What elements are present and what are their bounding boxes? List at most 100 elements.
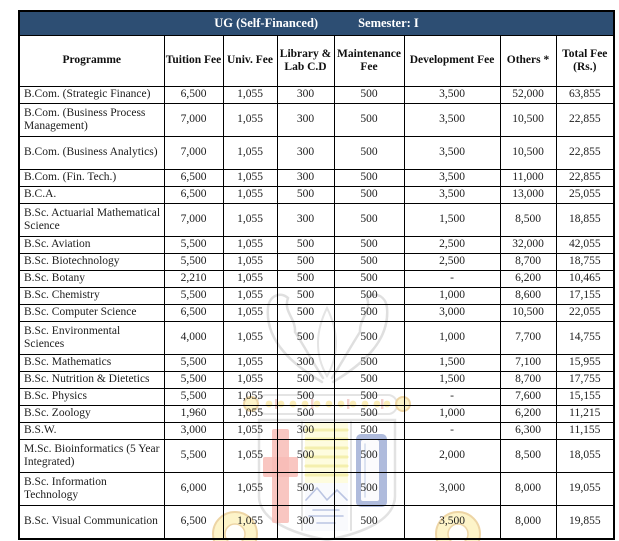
- fee-value-cell: 500: [333, 186, 405, 204]
- fee-value-cell: 2,210: [163, 270, 224, 288]
- fee-value-cell: 6,500: [163, 169, 224, 187]
- fee-value-cell: 5,500: [163, 354, 224, 372]
- table-row: M.Sc. Bioinformatics (5 Year Integrated)…: [18, 439, 615, 473]
- table-row: B.Com. (Business Analytics) 7,000 1,055 300…: [18, 136, 615, 170]
- programme-cell: B.Com. (Business Analytics): [18, 136, 165, 170]
- fee-value-cell: 3,000: [403, 472, 501, 506]
- fee-value-cell: 18,755: [555, 253, 615, 271]
- fee-value-cell: 1,055: [222, 270, 278, 288]
- fee-value-cell: 6,500: [163, 505, 224, 539]
- programme-cell: B.Com. (Business Process Management): [18, 103, 165, 137]
- fee-value-cell: 500: [276, 270, 335, 288]
- col-header-library-lab: Library & Lab C.D: [276, 35, 335, 87]
- fee-value-cell: 22,855: [555, 169, 615, 187]
- fee-value-cell: 3,500: [403, 505, 501, 539]
- fee-value-cell: 2,500: [403, 253, 501, 271]
- fee-value-cell: 500: [333, 236, 405, 254]
- fee-value-cell: 2,000: [403, 439, 501, 473]
- fee-value-cell: 15,155: [555, 388, 615, 406]
- table-header-row: Programme Tuition Fee Univ. Fee Library …: [18, 35, 615, 87]
- fee-value-cell: 5,500: [163, 236, 224, 254]
- program-type-label: UG (Self-Financed): [214, 16, 319, 30]
- fee-value-cell: 1,055: [222, 439, 278, 473]
- table-row: B.Sc. Actuarial Mathematical Science 7,00…: [18, 203, 615, 237]
- fee-value-cell: 500: [276, 253, 335, 271]
- fee-value-cell: 63,855: [555, 86, 615, 104]
- fee-value-cell: 1,055: [222, 203, 278, 237]
- fee-value-cell: 32,000: [499, 236, 557, 254]
- fee-value-cell: 7,000: [163, 203, 224, 237]
- table-row: B.Sc. Botany 2,210 1,055 500 500-6,200 10,465: [18, 270, 615, 288]
- col-header-others: Others *: [499, 35, 557, 87]
- fee-value-cell: 300: [276, 169, 335, 187]
- programme-cell: B.Sc. Environmental Sciences: [18, 321, 165, 355]
- programme-cell: B.Sc. Zoology: [18, 405, 165, 423]
- fee-value-cell: 500: [276, 405, 335, 423]
- fee-value-cell: 8,700: [499, 253, 557, 271]
- programme-cell: B.Sc. Actuarial Mathematical Science: [18, 203, 165, 237]
- fee-value-cell: 1,055: [222, 169, 278, 187]
- fee-value-cell: 10,465: [555, 270, 615, 288]
- fee-value-cell: 500: [333, 86, 405, 104]
- fee-value-cell: 5,500: [163, 253, 224, 271]
- programme-cell: B.Sc. Mathematics: [18, 354, 165, 372]
- table-row: B.Com. (Business Process Management) 7,00…: [18, 103, 615, 137]
- fee-value-cell: 500: [276, 236, 335, 254]
- fee-value-cell: 1,055: [222, 321, 278, 355]
- fee-value-cell: 1,055: [222, 136, 278, 170]
- semester-label: Semester: I: [358, 16, 419, 30]
- fee-value-cell: 5,500: [163, 439, 224, 473]
- fee-value-cell: 1,960: [163, 405, 224, 423]
- fee-value-cell: 1,500: [403, 203, 501, 237]
- fee-value-cell: 1,055: [222, 253, 278, 271]
- programme-cell: B.Sc. Computer Science: [18, 304, 165, 322]
- programme-cell: B.Sc. Physics: [18, 388, 165, 406]
- fee-value-cell: 500: [276, 321, 335, 355]
- table-row: B.Com. (Fin. Tech.) 6,500 1,055 300 500 3,500…: [18, 169, 615, 187]
- table-row: B.Sc. Aviation 5,500 1,055 500 500 2,500 32,00…: [18, 236, 615, 254]
- fee-value-cell: 500: [333, 422, 405, 440]
- fee-value-cell: 300: [276, 103, 335, 137]
- fee-value-cell: 500: [333, 321, 405, 355]
- fee-value-cell: 500: [276, 287, 335, 305]
- fee-value-cell: 1,055: [222, 186, 278, 204]
- fee-value-cell: 8,500: [499, 439, 557, 473]
- fee-value-cell: 6,200: [499, 405, 557, 423]
- col-header-maintenance: Maintenance Fee: [333, 35, 405, 87]
- fee-value-cell: 500: [333, 103, 405, 137]
- fee-value-cell: 7,600: [499, 388, 557, 406]
- fee-value-cell: 500: [333, 439, 405, 473]
- fee-value-cell: 6,500: [163, 304, 224, 322]
- fee-value-cell: 300: [276, 354, 335, 372]
- table-row: B.Sc. Biotechnology 5,500 1,055 500 500 2,500…: [18, 253, 615, 271]
- programme-cell: B.C.A.: [18, 186, 165, 204]
- fee-value-cell: 4,000: [163, 321, 224, 355]
- table-row: B.Sc. Visual Communication 6,500 1,055 300 5…: [18, 505, 615, 539]
- fee-value-cell: 1,055: [222, 103, 278, 137]
- fee-value-cell: 1,055: [222, 505, 278, 539]
- fee-value-cell: 6,200: [499, 270, 557, 288]
- fee-value-cell: 1,055: [222, 422, 278, 440]
- fee-value-cell: 52,000: [499, 86, 557, 104]
- programme-cell: B.Sc. Biotechnology: [18, 253, 165, 271]
- fee-value-cell: 7,000: [163, 103, 224, 137]
- fee-value-cell: 500: [333, 354, 405, 372]
- fee-value-cell: 500: [333, 136, 405, 170]
- fee-value-cell: 500: [333, 203, 405, 237]
- fee-value-cell: 8,700: [499, 371, 557, 389]
- fee-value-cell: 7,100: [499, 354, 557, 372]
- fee-value-cell: 11,155: [555, 422, 615, 440]
- col-header-development: Development Fee: [403, 35, 501, 87]
- fee-value-cell: 25,055: [555, 186, 615, 204]
- fee-value-cell: 1,055: [222, 304, 278, 322]
- col-header-programme: Programme: [18, 35, 165, 87]
- table-row: B.Sc. Information Technology 6,000 1,055 50…: [18, 472, 615, 506]
- fee-value-cell: 14,755: [555, 321, 615, 355]
- fee-value-cell: 500: [333, 169, 405, 187]
- fee-value-cell: 6,000: [163, 472, 224, 506]
- fee-value-cell: 500: [333, 270, 405, 288]
- fee-value-cell: 42,055: [555, 236, 615, 254]
- fee-value-cell: 3,500: [403, 136, 501, 170]
- fee-value-cell: 5,500: [163, 287, 224, 305]
